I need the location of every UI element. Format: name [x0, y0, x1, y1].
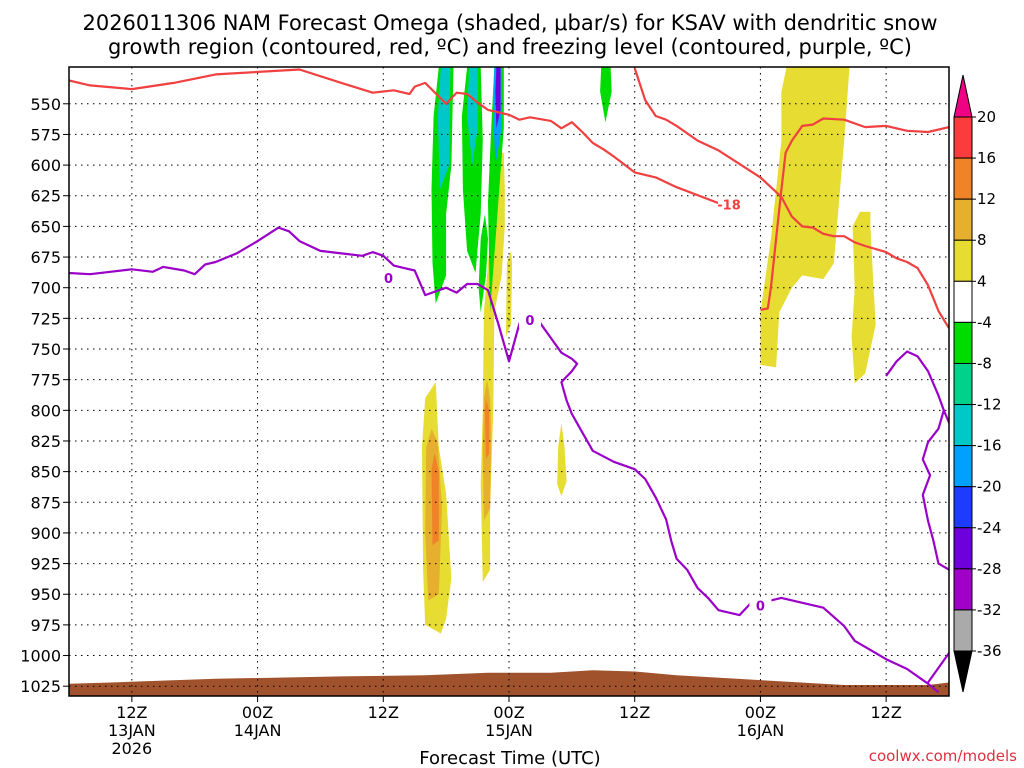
- x-tick-label-12-1: 12Z: [116, 703, 147, 722]
- omega-up-2d-region: [505, 250, 513, 337]
- colorbar-label--24: -24: [977, 519, 1002, 537]
- y-tick-label-875: 875: [30, 493, 61, 512]
- colorbar-label-4: 4: [977, 272, 987, 290]
- dgz_right-contour: [760, 117, 949, 311]
- colorbar-bin-9: [953, 239, 973, 282]
- freezing_loop-contour: [885, 350, 949, 571]
- x-axis-label: Forecast Time (UTC): [419, 748, 600, 768]
- x-tick-label-24-1: 00Z: [242, 703, 273, 722]
- colorbar-label--16: -16: [977, 437, 1002, 455]
- freezing_left-contour: [69, 226, 531, 363]
- colorbar-bin-4: [953, 445, 973, 488]
- x-tick-label-36-1: 12Z: [368, 703, 399, 722]
- colorbar-bin-7: [953, 321, 973, 364]
- colorbar-bin-11: [953, 157, 973, 200]
- colorbar-label--36: -36: [977, 642, 1002, 660]
- freezing-contour-label-2-bg: [518, 311, 541, 328]
- freezing-contour-label-3-bg: [749, 597, 772, 614]
- colorbar-bin-1: [953, 568, 973, 611]
- omega-colorbar: 20 16 12 8 4 -4 -8 -12 -16 -20 -24 -28 -32 -36: [953, 74, 1002, 693]
- contour-layer: -18 0 0 0: [69, 67, 949, 694]
- colorbar-label-12: 12: [977, 190, 996, 208]
- omega-shading-layer: [69, 67, 949, 696]
- x-tick-label-12-2: 13JAN: [108, 721, 156, 740]
- colorbar-min-triangle: [953, 650, 973, 693]
- dgz_upper-contour: [69, 68, 719, 205]
- omega-up-2c-region: [484, 398, 490, 460]
- y-tick-label-550: 550: [30, 95, 61, 114]
- y-tick-label-800: 800: [30, 401, 61, 420]
- y-tick-label-775: 775: [30, 371, 61, 390]
- colorbar-bin-6: [953, 362, 973, 406]
- x-tick-label-24-2: 14JAN: [234, 721, 282, 740]
- freezing_right-contour: [529, 319, 940, 694]
- colorbar-bin-0: [953, 609, 973, 652]
- colorbar-label-16: 16: [977, 149, 996, 167]
- colorbar-label--12: -12: [977, 396, 1002, 414]
- colorbar-label-8: 8: [977, 231, 987, 249]
- omega-down-3-region: [478, 214, 488, 313]
- colorbar-bin-2: [953, 527, 973, 570]
- chart-title-line-1: 2026011306 NAM Forecast Omega (shaded, μ…: [82, 11, 937, 35]
- y-tick-label-1025: 1025: [20, 677, 61, 696]
- colorbar-label--32: -32: [977, 601, 1002, 619]
- y-tick-label-725: 725: [30, 309, 61, 328]
- freezing-contour-label-1: 0: [384, 272, 393, 287]
- x-tick-label-84-1: 12Z: [870, 703, 901, 722]
- freezing_edge-contour: [942, 409, 949, 425]
- y-tick-label-1000: 1000: [20, 647, 61, 666]
- x-tick-label-12-3: 2026: [111, 739, 152, 758]
- y-tick-label-900: 900: [30, 524, 61, 543]
- colorbar-bin-8: [953, 280, 973, 323]
- freezing-contour-label-2: 0: [525, 314, 534, 329]
- x-tick-label-60-1: 12Z: [619, 703, 650, 722]
- omega-down-5-region: [600, 67, 612, 123]
- colorbar-bin-10: [953, 198, 973, 241]
- omega-up-1c-region: [431, 453, 439, 546]
- y-tick-label-675: 675: [30, 248, 61, 267]
- y-tick-label-975: 975: [30, 616, 61, 635]
- pressure-axis: 550 575 600 625 650 675 700 725 750 775 800 825 850 8…: [20, 95, 69, 696]
- dgz-contour-label-bg: [718, 196, 740, 213]
- y-tick-label-950: 950: [30, 585, 61, 604]
- y-tick-label-850: 850: [30, 463, 61, 482]
- colorbar-bin-3: [953, 486, 973, 529]
- terrain-region: [69, 670, 949, 696]
- omega-down-2b-region: [467, 67, 478, 166]
- x-tick-label-72-1: 00Z: [745, 703, 776, 722]
- credit-text: coolwx.com/models: [869, 747, 1017, 765]
- x-tick-label-72-2: 16JAN: [737, 721, 785, 740]
- y-tick-label-600: 600: [30, 156, 61, 175]
- y-tick-label-575: 575: [30, 125, 61, 144]
- x-tick-label-48-1: 00Z: [493, 703, 524, 722]
- y-tick-label-625: 625: [30, 187, 61, 206]
- omega-up-3-region: [557, 422, 567, 497]
- colorbar-label--8: -8: [977, 354, 992, 372]
- y-tick-label-650: 650: [30, 217, 61, 236]
- colorbar-label--4: -4: [977, 313, 992, 331]
- colorbar-bin-5: [953, 404, 973, 447]
- x-tick-label-48-2: 15JAN: [485, 721, 533, 740]
- freezing-contour-label-3: 0: [756, 599, 765, 614]
- dgz-contour-label: -18: [717, 199, 741, 214]
- y-tick-label-925: 925: [30, 555, 61, 574]
- colorbar-bin-12: [953, 116, 973, 159]
- omega-up-5-region: [851, 211, 876, 384]
- colorbar-label-20: 20: [977, 108, 996, 126]
- omega-up-4-region: [760, 67, 850, 368]
- y-tick-label-750: 750: [30, 340, 61, 359]
- freezing_corner-contour: [927, 651, 949, 684]
- colorbar-label--20: -20: [977, 478, 1002, 496]
- chart-title-line-2: growth region (contoured, red, ºC) and f…: [108, 35, 912, 59]
- colorbar-label--28: -28: [977, 560, 1002, 578]
- y-tick-label-700: 700: [30, 279, 61, 298]
- freezing-contour-label-1-bg: [377, 270, 400, 287]
- y-tick-label-825: 825: [30, 432, 61, 451]
- dgz_lower-contour: [633, 67, 949, 329]
